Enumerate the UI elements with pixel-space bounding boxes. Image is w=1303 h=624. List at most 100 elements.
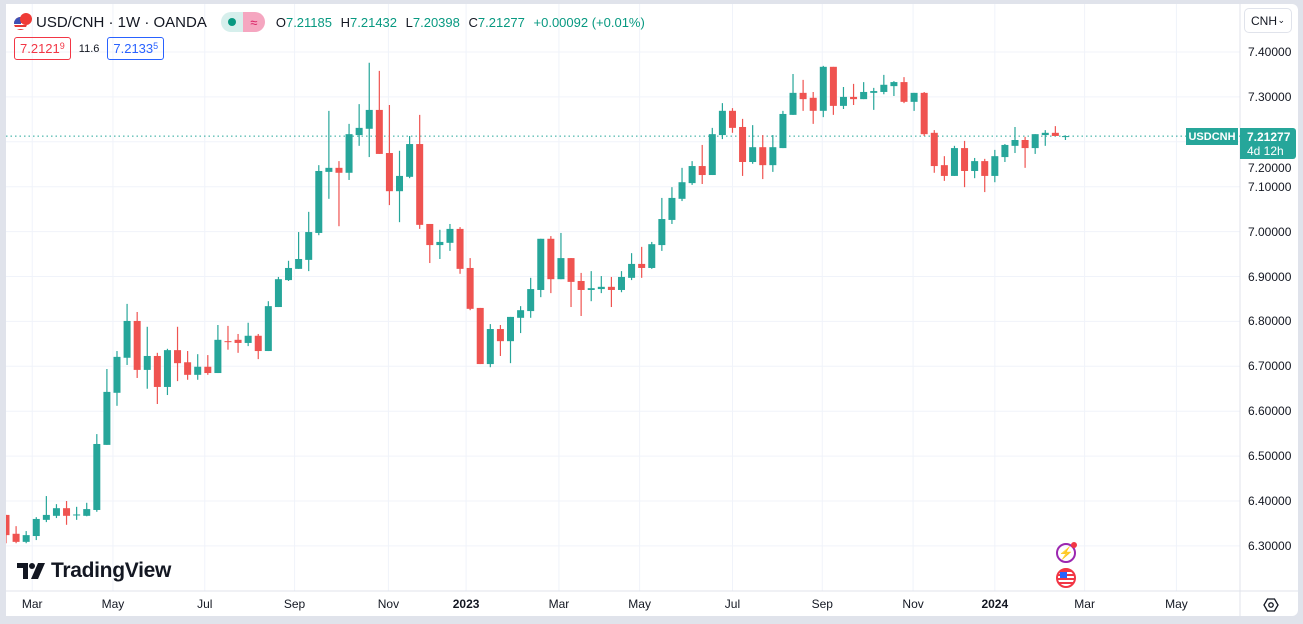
candle-down xyxy=(850,83,858,105)
settings-icon[interactable] xyxy=(1263,597,1279,613)
grid-lines xyxy=(6,4,1240,591)
candle-down xyxy=(476,307,484,365)
price-tick-label: 6.80000 xyxy=(1248,314,1292,329)
candle-up xyxy=(295,232,303,269)
candle-body xyxy=(597,286,605,290)
economic-event-lightning-icon[interactable]: ⚡ xyxy=(1056,542,1077,563)
candle-body xyxy=(547,238,555,280)
candle-down xyxy=(426,223,434,264)
candle-up xyxy=(688,161,696,185)
candle-up xyxy=(819,65,827,118)
candle-body xyxy=(617,276,625,290)
candle-body xyxy=(839,96,847,106)
chevron-down-icon: ⌄ xyxy=(1277,15,1285,25)
candle-up xyxy=(507,316,514,364)
sell-button[interactable]: 7.21219 xyxy=(14,37,71,60)
candle-body xyxy=(22,535,30,542)
candle-up xyxy=(668,187,676,224)
trade-row: 7.21219 11.6 7.21335 xyxy=(14,37,165,60)
candle-down xyxy=(466,258,474,311)
symbol-title[interactable]: USD/CNH · 1W · OANDA xyxy=(36,13,207,31)
time-tick-label: Jul xyxy=(724,597,741,611)
price-tick-label: 7.30000 xyxy=(1248,89,1292,104)
candle-body xyxy=(890,82,898,87)
candle-body xyxy=(12,533,20,542)
candle-up xyxy=(194,354,202,380)
candle-body xyxy=(900,82,908,102)
candle-down xyxy=(6,514,10,544)
candle-body xyxy=(42,514,50,520)
candle-up xyxy=(860,82,868,100)
status-pill[interactable]: ≈ xyxy=(220,12,265,32)
time-tick-label: Sep xyxy=(811,597,833,611)
candle-down xyxy=(981,158,989,193)
tradingview-logo[interactable]: TradingView xyxy=(17,559,171,583)
candle-down xyxy=(698,144,706,185)
candle-up xyxy=(113,351,121,406)
candle-body xyxy=(628,263,636,278)
candle-down xyxy=(12,526,20,544)
candle-up xyxy=(52,504,60,519)
candle-down xyxy=(920,91,928,136)
chart-panel[interactable]: USD/CNH · 1W · OANDA ≈ O7.21185 H7.21432… xyxy=(6,4,1298,616)
candle-up xyxy=(910,92,918,111)
candle-down xyxy=(416,114,424,229)
candle-body xyxy=(870,91,878,93)
currency-select[interactable]: CNH ⌄ xyxy=(1244,8,1292,33)
candle-body xyxy=(385,153,393,192)
price-tick-label: 6.50000 xyxy=(1248,449,1292,464)
candle-up xyxy=(839,87,847,110)
candle-up xyxy=(1011,126,1019,154)
candle-down xyxy=(153,352,161,405)
candle-body xyxy=(113,356,121,393)
candle-up xyxy=(406,135,414,179)
candle-body xyxy=(264,306,272,352)
candle-body xyxy=(930,132,938,167)
candle-body xyxy=(335,167,343,173)
candle-body xyxy=(850,96,858,100)
candle-body xyxy=(587,288,595,290)
candle-body xyxy=(678,182,686,199)
candle-down xyxy=(577,272,585,317)
candle-body xyxy=(668,197,676,220)
candle-body xyxy=(456,228,464,269)
candle-down xyxy=(930,130,938,173)
candle-up xyxy=(950,145,958,176)
candle-up xyxy=(789,74,797,115)
candle-up xyxy=(718,103,726,140)
candle-down xyxy=(638,246,646,278)
us-event-flag-icon[interactable] xyxy=(1056,568,1076,588)
candle-down xyxy=(728,108,736,133)
candle-body xyxy=(174,350,182,364)
candle-up xyxy=(870,87,878,110)
candle-body xyxy=(789,92,797,115)
time-tick-label: May xyxy=(101,597,125,611)
candle-up xyxy=(355,104,363,146)
candle-up xyxy=(769,135,777,172)
market-open-icon xyxy=(220,12,243,32)
time-tick-label: Sep xyxy=(283,597,306,611)
candle-up xyxy=(83,502,91,517)
candle-up xyxy=(597,276,605,294)
price-chart[interactable] xyxy=(6,4,1298,616)
candle-down xyxy=(759,135,767,180)
time-tick-label: Mar xyxy=(1074,597,1095,611)
candle-body xyxy=(961,148,969,171)
time-tick-label: 2023 xyxy=(452,597,480,611)
change-value: +0.00092 (+0.01%) xyxy=(533,14,645,30)
candle-up xyxy=(285,260,293,281)
candle-up xyxy=(890,81,898,97)
candle-up xyxy=(325,110,333,199)
candle-body xyxy=(507,316,514,342)
candle-body xyxy=(698,166,706,176)
buy-button[interactable]: 7.21335 xyxy=(107,37,165,60)
candle-body xyxy=(769,147,777,166)
bar-countdown: 4d 12h xyxy=(1247,144,1284,158)
price-tick-label: 6.40000 xyxy=(1248,494,1292,508)
candle-down xyxy=(739,118,747,176)
candle-down xyxy=(63,501,71,525)
candle-body xyxy=(52,508,60,516)
candle-body xyxy=(406,144,414,177)
time-tick-label: May xyxy=(628,597,651,611)
candle-down xyxy=(335,161,343,227)
